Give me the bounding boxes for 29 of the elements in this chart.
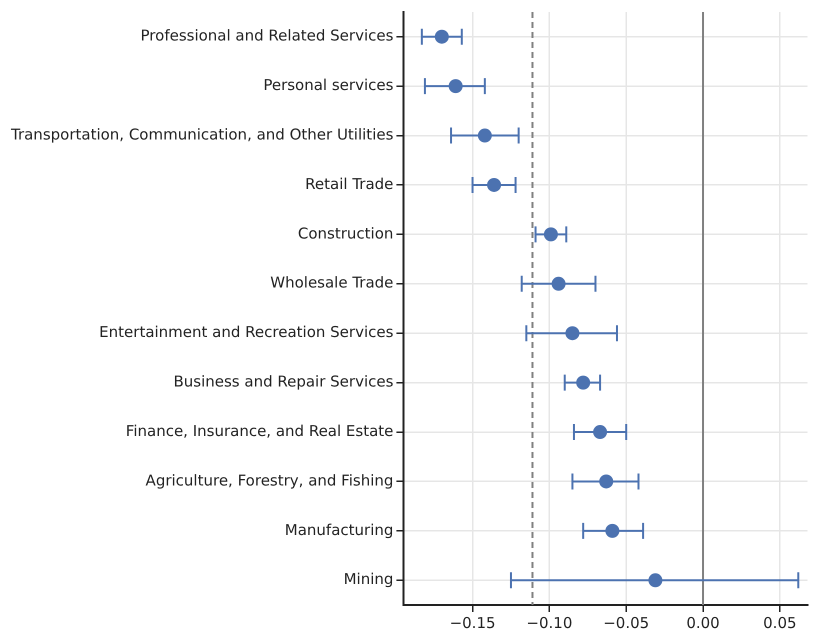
x-tick-label: −0.15 [450,614,496,632]
point [576,376,590,390]
y-tick-label: Business and Repair Services [173,372,394,391]
y-tick-label: Transportation, Communication, and Other Utilities [10,125,394,144]
point [478,128,492,143]
point [648,573,662,588]
y-tick-label: Manufacturing [284,520,394,539]
x-tick-label: 0.05 [763,614,797,632]
y-tick-label: Retail Trade [305,174,394,193]
point [434,30,449,44]
point [593,425,608,440]
y-tick-label: Construction [298,224,394,242]
point [605,524,620,538]
x-tick-label: 0.00 [686,614,720,632]
y-tick-label: Wholesale Trade [270,274,394,292]
x-tick-label: −0.05 [603,614,650,632]
point [565,326,580,340]
point [544,227,558,242]
y-tick-label: Agriculture, Forestry, and Fishing [146,471,394,490]
y-tick-label: Finance, Insurance, and Real Estate [126,422,394,440]
y-tick-label: Personal services [263,76,394,94]
y-tick-label: Entertainment and Recreation Services [99,323,394,342]
point [599,474,614,488]
point [487,178,502,192]
point [552,276,566,291]
y-tick-label: Professional and Related Services [140,26,394,45]
x-tick-label: −0.10 [526,614,572,632]
point [448,79,463,94]
y-tick-label: Mining [344,570,394,588]
